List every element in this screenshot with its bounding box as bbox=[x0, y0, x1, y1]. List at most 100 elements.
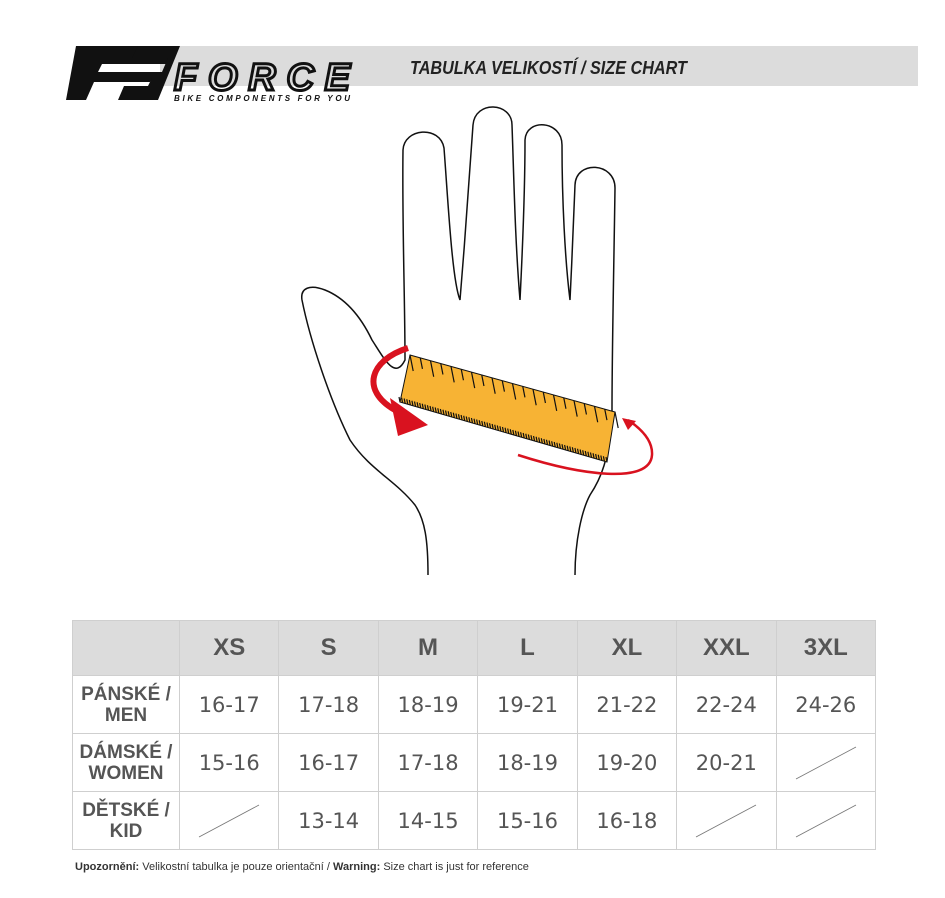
arrow-right bbox=[517, 418, 654, 476]
ruler-tick bbox=[532, 389, 537, 406]
not-available-cell bbox=[178, 791, 280, 850]
ruler-tick bbox=[507, 428, 510, 434]
ruler-tick bbox=[548, 440, 551, 446]
ruler-tick bbox=[486, 422, 489, 428]
ruler-tick bbox=[465, 416, 468, 422]
ruler-tick bbox=[455, 413, 458, 419]
ruler-tick bbox=[424, 404, 427, 410]
ruler-tick bbox=[481, 420, 484, 427]
ruler-tick bbox=[496, 425, 499, 431]
ruler-tick bbox=[597, 454, 600, 460]
ruler-tick bbox=[517, 431, 520, 437]
size-value: 14-15 bbox=[377, 791, 479, 850]
measuring-tape bbox=[398, 354, 619, 463]
ruler-tick bbox=[421, 403, 424, 409]
ruler-tick bbox=[450, 411, 453, 418]
ruler-tick bbox=[413, 401, 417, 407]
ruler-tick bbox=[504, 427, 507, 433]
ruler-tick bbox=[406, 399, 409, 405]
ruler-tick bbox=[540, 438, 543, 444]
ruler-tick bbox=[553, 441, 556, 448]
ruler-tick bbox=[576, 448, 580, 454]
size-value: 17-18 bbox=[278, 675, 379, 734]
ruler-tick bbox=[419, 402, 422, 409]
ruler-tick bbox=[437, 408, 440, 414]
ruler-tick bbox=[545, 439, 549, 445]
ruler-tick bbox=[476, 419, 479, 425]
ruler-tick bbox=[602, 456, 606, 462]
size-value: 22-24 bbox=[676, 675, 777, 734]
arrow-left bbox=[370, 345, 409, 413]
ruler-tick bbox=[434, 407, 437, 413]
size-value: 17-18 bbox=[377, 733, 479, 792]
size-value: 19-20 bbox=[576, 733, 678, 792]
ruler-tick bbox=[604, 409, 608, 421]
ruler-tick bbox=[457, 414, 461, 420]
ruler-tick bbox=[416, 402, 419, 408]
row-label: DĚTSKÉ / KID bbox=[72, 791, 180, 850]
ruler-tick bbox=[511, 383, 517, 400]
ruler-tick bbox=[569, 446, 572, 452]
ruler-tick bbox=[444, 410, 448, 416]
corner-cell bbox=[72, 620, 180, 676]
ruler-tick bbox=[432, 406, 435, 412]
ruler-tick bbox=[460, 414, 463, 421]
size-chart-table: XS S M L XL XXL 3XL PÁNSKÉ / MEN 16-17 17-18 18-19… bbox=[72, 620, 877, 850]
row-label-en: KID bbox=[109, 820, 143, 842]
size-value: 21-22 bbox=[576, 675, 678, 734]
size-value: 13-14 bbox=[278, 791, 379, 850]
ruler-tick bbox=[566, 445, 569, 451]
row-label: PÁNSKÉ / MEN bbox=[72, 675, 180, 734]
table-row: DĚTSKÉ / KID 13-14 14-15 15-16 16-18 bbox=[72, 791, 877, 850]
ruler-tick bbox=[400, 397, 404, 403]
size-value: 16-18 bbox=[576, 791, 678, 850]
row-label-en: WOMEN bbox=[88, 762, 164, 784]
ruler-tick bbox=[593, 406, 599, 423]
ruler-tick bbox=[543, 438, 546, 445]
size-header: XXL bbox=[676, 620, 777, 676]
ruler-tick bbox=[514, 430, 518, 436]
ruler-tick bbox=[614, 411, 619, 429]
ruler-tick bbox=[509, 429, 512, 435]
ruler-tick bbox=[520, 432, 523, 438]
ruler-tick bbox=[535, 436, 538, 442]
ruler-tick bbox=[530, 435, 533, 441]
svg-text:BIKE COMPONENTS FOR YOU: BIKE COMPONENTS FOR YOU bbox=[174, 94, 350, 103]
ruler-tick bbox=[494, 424, 497, 430]
ruler-tick bbox=[483, 421, 486, 427]
ruler-tick bbox=[552, 394, 558, 412]
ruler-tick bbox=[447, 411, 450, 417]
ruler-tick bbox=[522, 386, 526, 398]
ruler-tick bbox=[512, 429, 515, 436]
ruler-tick bbox=[532, 435, 536, 442]
row-label-cz: DÁMSKÉ / bbox=[79, 741, 173, 763]
note-en-text: Size chart is just for reference bbox=[380, 861, 529, 873]
ruler-tick bbox=[574, 447, 577, 454]
size-header: S bbox=[278, 620, 379, 676]
ruler-tick bbox=[595, 453, 598, 460]
ruler-tick bbox=[481, 374, 485, 387]
ruler-tick bbox=[561, 444, 564, 450]
ruler-tick bbox=[556, 442, 559, 448]
ruler-tick bbox=[463, 415, 466, 421]
ruler-tick bbox=[605, 456, 608, 463]
size-header: 3XL bbox=[775, 620, 877, 676]
ruler-tick bbox=[551, 441, 554, 447]
size-value: 15-16 bbox=[178, 733, 280, 792]
size-header: L bbox=[477, 620, 578, 676]
ruler-tick bbox=[411, 400, 414, 406]
ruler-tick bbox=[527, 434, 530, 440]
ruler-tick bbox=[468, 417, 471, 423]
size-value: 15-16 bbox=[477, 791, 578, 850]
not-available-cell bbox=[775, 791, 877, 850]
ruler-tick bbox=[408, 399, 411, 406]
note-cz-text: Velikostní tabulka je pouze orientační / bbox=[139, 861, 334, 873]
ruler-tick bbox=[589, 452, 593, 458]
page-title: TABULKA VELIKOSTÍ / SIZE CHART bbox=[410, 58, 687, 78]
ruler-tick bbox=[491, 423, 494, 430]
row-label: DÁMSKÉ / WOMEN bbox=[72, 733, 180, 792]
hand-illustration bbox=[301, 106, 654, 576]
force-logo: FORCE BIKE COMPONENTS FOR YOU bbox=[62, 42, 362, 109]
warning-note: Upozornění: Velikostní tabulka je pouze … bbox=[75, 861, 529, 873]
row-label-cz: DĚTSKÉ / bbox=[82, 799, 170, 821]
